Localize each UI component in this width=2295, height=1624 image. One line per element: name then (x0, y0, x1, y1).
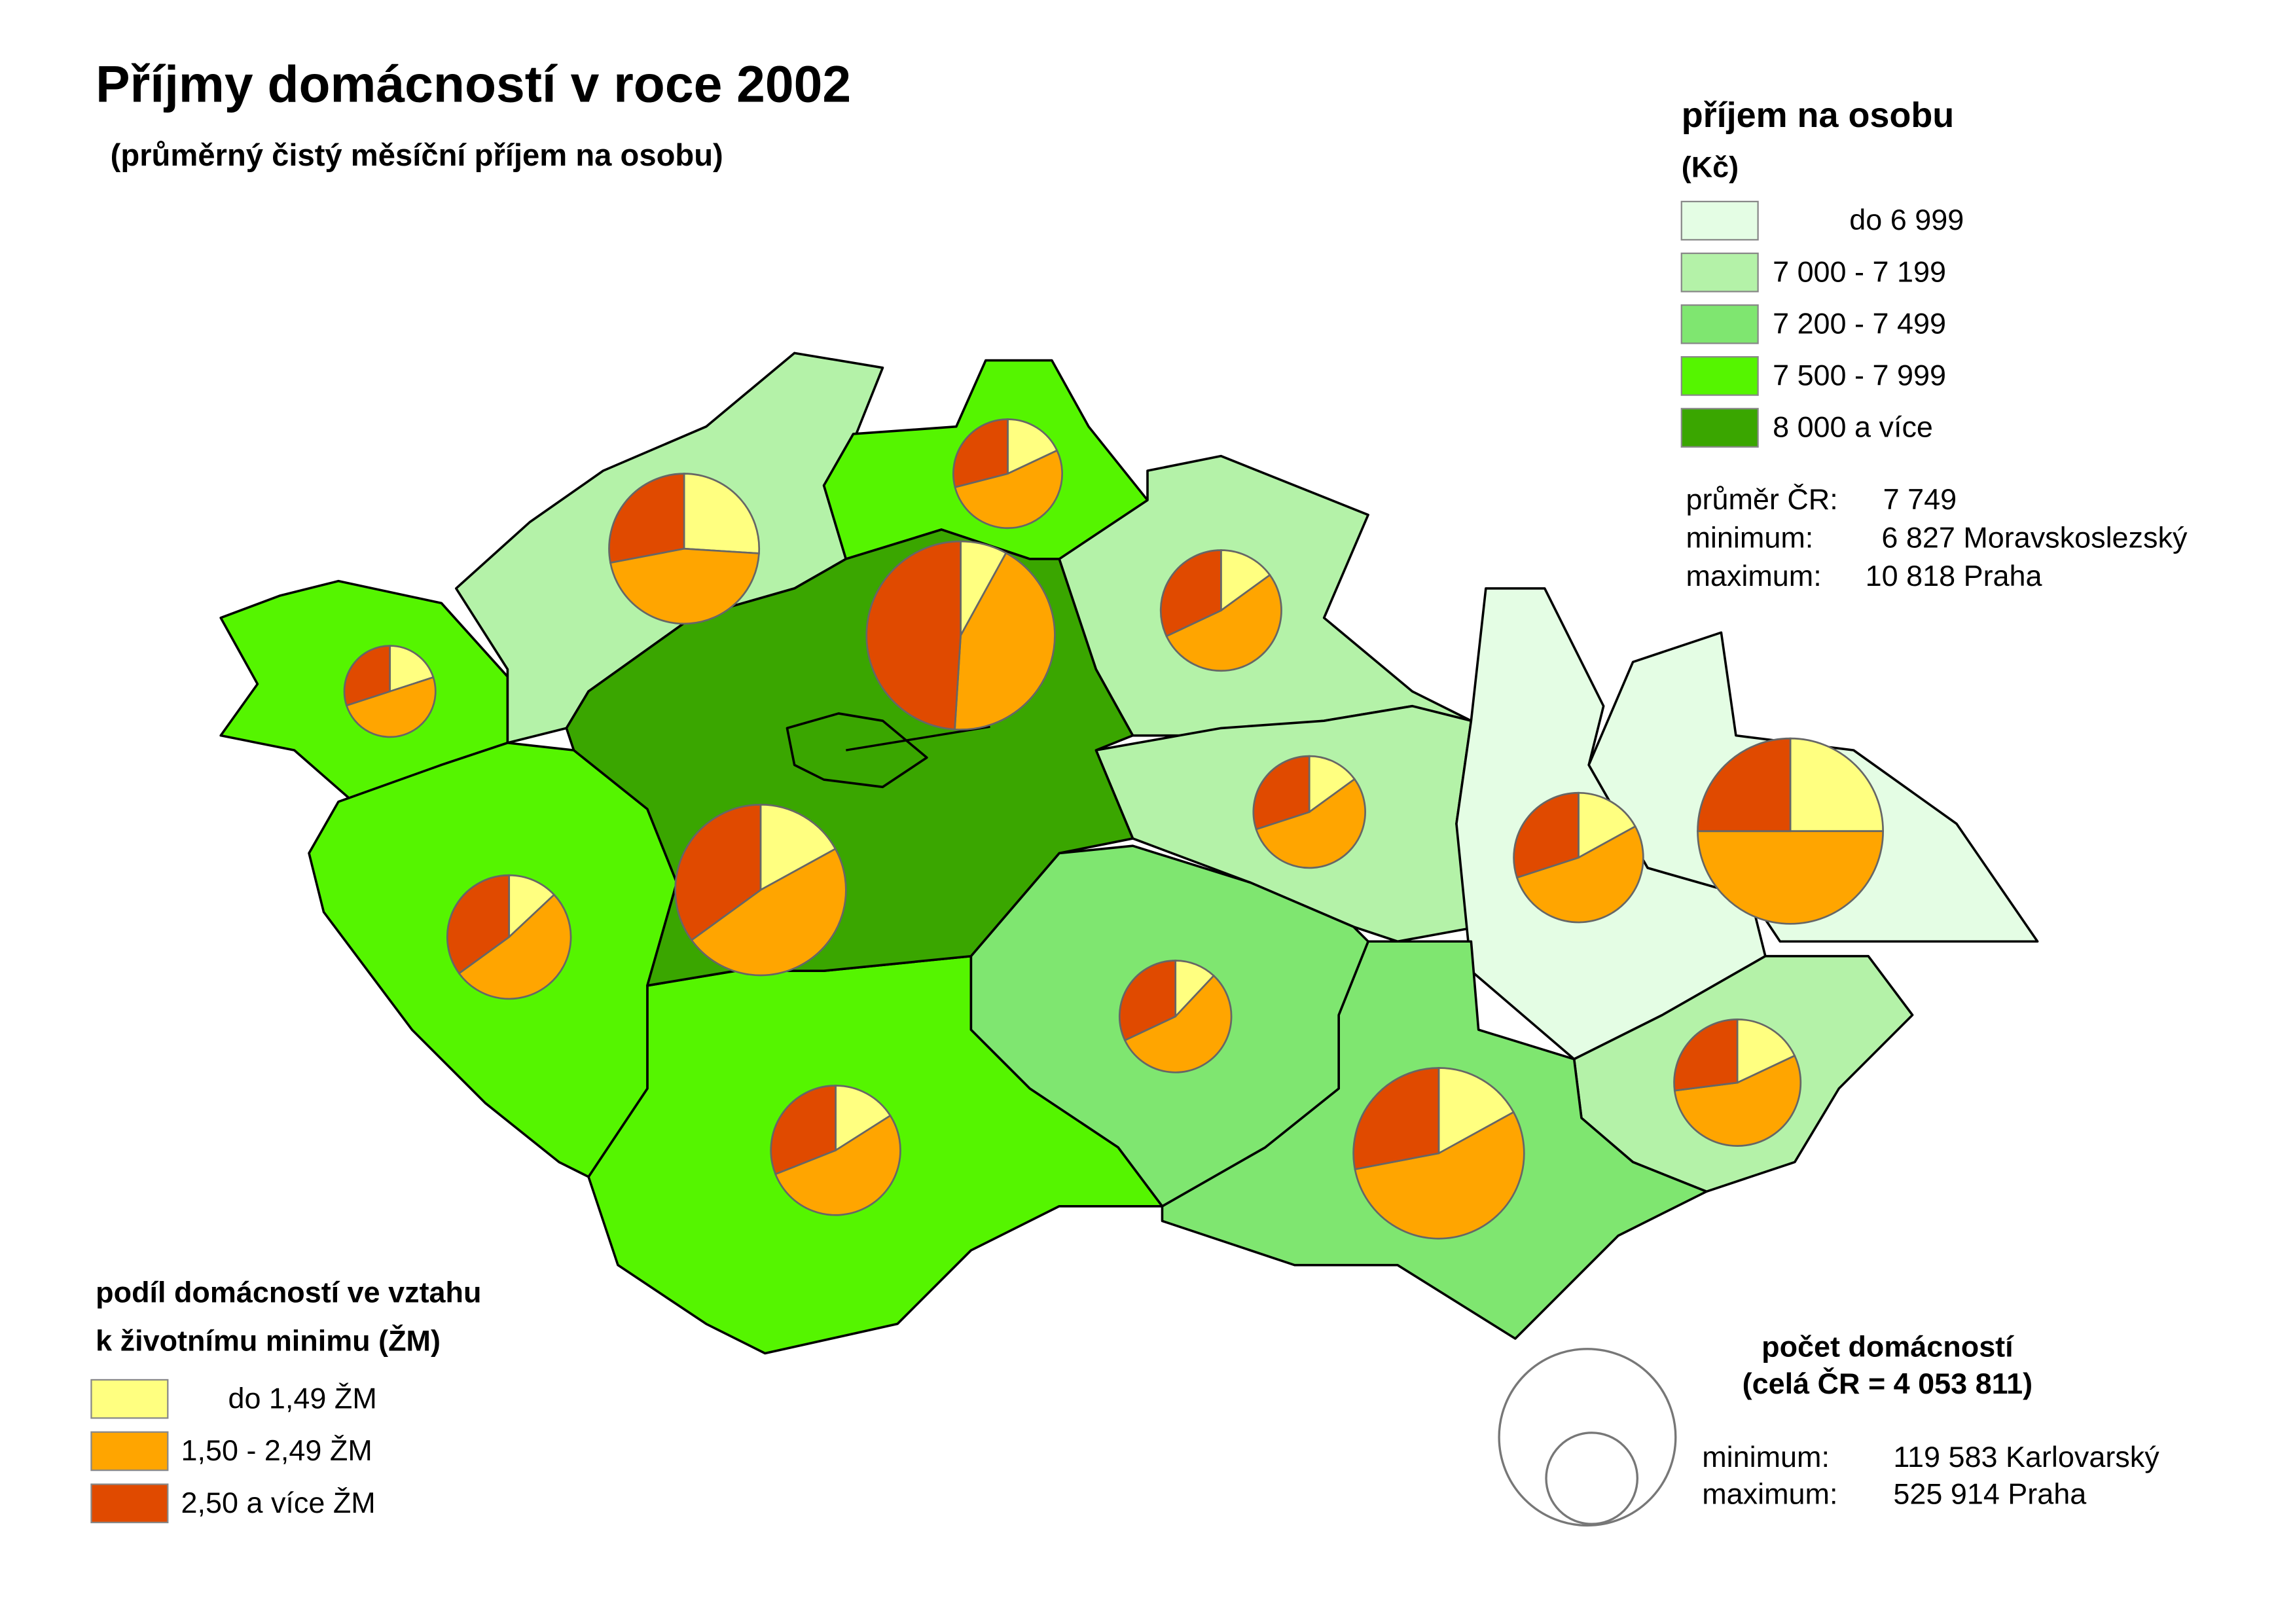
size-stat-value: 119 583 Karlovarský (1893, 1440, 2159, 1473)
pie-slice (608, 473, 685, 564)
pie-slice (954, 449, 1063, 530)
region (786, 712, 928, 789)
income-stats: průměr ČR: 7 749 minimum: 6 827 Moravskosle… (1686, 482, 2188, 592)
legend-label: 7 000 - 7 199 (1773, 255, 1946, 288)
legend-label: 2,50 a více ŽM (181, 1486, 376, 1519)
pie-slice (1352, 1067, 1440, 1170)
stat-value: 10 818 Praha (1866, 559, 2042, 592)
stat-label: minimum: (1686, 521, 1814, 554)
legend-swatch (1680, 200, 1759, 241)
pie-slice (1736, 1019, 1796, 1085)
size-legend-subtitle: (celá ČR = 4 053 811) (1743, 1367, 2033, 1400)
size-stat-label: maximum: (1702, 1477, 1837, 1510)
pie-slice (1697, 830, 1884, 925)
income-legend-title: příjem na osobu (1682, 96, 1954, 135)
leader-line (846, 725, 990, 751)
income-legend: do 6 999 7 000 - 7 199 7 200 - 7 499 7 500 … (1680, 200, 1964, 448)
pie-slice (345, 676, 437, 738)
pie-slice (1007, 418, 1058, 475)
income-legend-unit: (Kč) (1682, 150, 1739, 183)
pie-slice (1697, 737, 1792, 833)
legend-swatch (1680, 356, 1759, 396)
subtitle: (průměrný čistý měsíční příjem na osobu) (111, 138, 723, 173)
pie-slice (1220, 549, 1271, 613)
pie-slice (458, 893, 572, 1000)
pie-slice (343, 645, 391, 707)
legend-label: do 6 999 (1849, 203, 1964, 236)
pie-slice (1252, 755, 1310, 831)
pie-slice (865, 540, 962, 731)
pie-slice (774, 1114, 901, 1216)
pie-slice (1789, 737, 1884, 833)
pie-slice (1308, 755, 1356, 814)
pie-slice (1673, 1055, 1802, 1147)
share-legend-title: k životnímu minimu (ŽM) (96, 1324, 441, 1358)
legend-label: 7 500 - 7 999 (1773, 359, 1946, 392)
stat-label: maximum: (1686, 559, 1822, 592)
legend-swatch (90, 1431, 169, 1471)
stat-value: 7 749 (1883, 482, 1957, 516)
pie-slice (835, 1085, 892, 1152)
pie-slice (952, 418, 1009, 488)
legend-swatch (90, 1379, 169, 1419)
legend-swatch (90, 1483, 169, 1524)
pie-slice (674, 803, 762, 942)
title: Příjmy domácností v roce 2002 (96, 56, 851, 113)
pie-slice (1437, 1067, 1515, 1155)
pies (343, 418, 1884, 1240)
legend-swatch (1680, 408, 1759, 448)
legend-label: 8 000 a více (1773, 410, 1933, 444)
stat-label: průměr ČR: (1686, 482, 1838, 516)
pie-slice (1515, 825, 1644, 924)
pie-slice (1578, 791, 1636, 859)
legend-label: 1,50 - 2,49 ŽM (181, 1434, 372, 1467)
size-legend-title: počet domácností (1762, 1330, 2014, 1363)
pie-slice (759, 803, 837, 892)
pie-slice (1354, 1111, 1525, 1240)
pie-slice (770, 1085, 837, 1176)
pie-slice (446, 874, 511, 975)
pie-slice (1123, 974, 1233, 1074)
pie-slice (508, 874, 556, 939)
size-legend-min-circle (1545, 1432, 1639, 1525)
legend-label: do 1,49 ŽM (228, 1381, 376, 1415)
legend-swatch (1680, 304, 1759, 344)
pie-slice (609, 547, 760, 625)
pie-slice (690, 847, 847, 977)
share-legend: do 1,49 ŽM 1,50 - 2,49 ŽM 2,50 a více ŽM (90, 1379, 377, 1524)
pie-slice (1513, 791, 1580, 879)
pie-slice (954, 551, 1056, 731)
size-stat-value: 525 914 Praha (1893, 1477, 2086, 1510)
size-stat-label: minimum: (1702, 1440, 1830, 1473)
pie-slice (1118, 960, 1177, 1042)
legend-label: 7 200 - 7 499 (1773, 306, 1946, 340)
pie-slice (1159, 549, 1222, 638)
stat-value: 6 827 Moravskoslezský (1881, 521, 2188, 554)
pie-slice (1255, 778, 1366, 869)
pie-slice (683, 473, 761, 554)
pie-slice (1673, 1019, 1739, 1092)
legend-swatch (1680, 252, 1759, 293)
share-legend-title: podíl domácností ve vztahu (96, 1275, 481, 1308)
pie-slice (1165, 573, 1282, 672)
